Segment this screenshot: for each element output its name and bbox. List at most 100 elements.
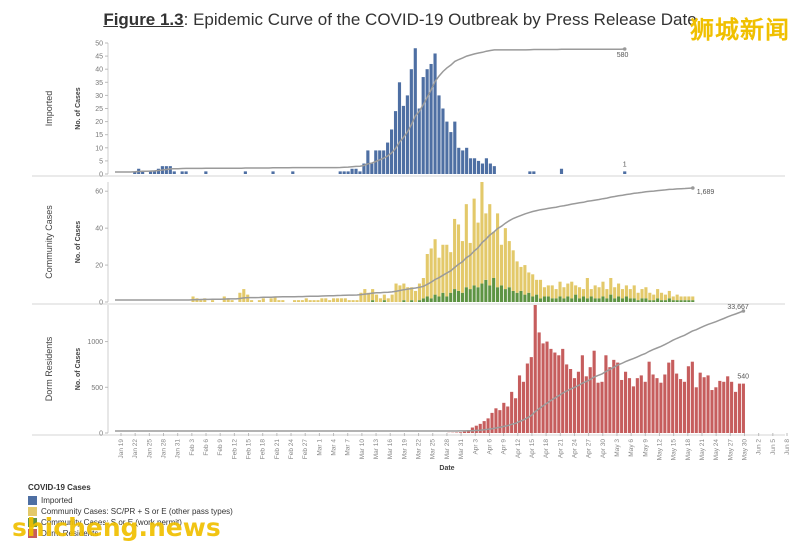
legend-swatch: [28, 518, 37, 527]
bar: [678, 379, 683, 433]
cumulative-total-label: 1,689: [697, 189, 715, 196]
x-tick-label: Mar 10: [359, 439, 366, 460]
bar: [141, 171, 145, 174]
bar: [304, 298, 308, 302]
bar: [488, 163, 492, 174]
bar: [358, 171, 362, 174]
bar: [226, 298, 230, 302]
bar: [519, 290, 523, 302]
bar: [690, 361, 694, 433]
bar: [503, 228, 507, 290]
bar: [726, 376, 730, 433]
bar: [363, 289, 367, 302]
bar: [390, 129, 394, 174]
bar: [449, 252, 453, 293]
bar: [683, 296, 687, 301]
bar: [741, 383, 745, 433]
bar: [546, 296, 550, 302]
y-tick-label: 20: [95, 119, 103, 126]
bar: [296, 300, 301, 302]
panel-community-cases: 0 20 40 60 Community Cases No. of Cases 1,689: [32, 182, 785, 307]
bar: [482, 421, 486, 433]
bar: [531, 274, 535, 297]
bar: [460, 241, 464, 293]
bar: [394, 283, 398, 302]
x-tick-label: Mar 25: [430, 439, 437, 460]
watermark: shicheng.news: [12, 513, 221, 542]
bar: [461, 150, 465, 174]
y-tick-label: 500: [91, 385, 103, 392]
y-tick-label: 45: [95, 54, 103, 61]
x-tick-label: May 12: [656, 439, 663, 461]
bar: [733, 391, 738, 433]
bar: [211, 300, 215, 302]
legend-label: Community Cases: S or E (work permit): [41, 518, 182, 527]
bar: [521, 381, 526, 433]
bar: [585, 298, 589, 302]
bar: [570, 298, 574, 302]
x-tick-label: Feb 18: [260, 439, 267, 460]
bar: [421, 77, 425, 174]
bar: [730, 381, 734, 433]
x-tick-label: Apr 15: [529, 439, 536, 459]
bar: [572, 378, 577, 433]
bar: [261, 298, 265, 302]
bar: [616, 362, 620, 433]
bar: [308, 300, 312, 302]
x-axis: Jan 19 Jan 22 Jan 25 Jan 28 Jan 31 Feb 3 Feb 6…: [118, 433, 791, 472]
panel-imported: 0 5 10 15 20 25 30 35 40 45 50 Imported No. of Cases…: [32, 41, 785, 179]
bar: [562, 287, 566, 299]
cumulative-line: [115, 187, 693, 301]
bar: [382, 150, 386, 174]
bar: [339, 298, 343, 302]
bar: [203, 298, 207, 302]
bar: [577, 287, 582, 299]
bar: [617, 296, 621, 302]
bar: [554, 289, 558, 299]
x-tick-label: Apr 27: [586, 439, 593, 459]
bar: [683, 300, 687, 302]
bar: [366, 150, 370, 174]
x-tick-label: Jan 19: [118, 439, 125, 459]
bar: [453, 121, 457, 174]
x-tick-label: Mar 13: [373, 439, 380, 460]
bar: [441, 244, 445, 293]
bar: [460, 292, 464, 302]
bar: [605, 298, 609, 302]
bar: [378, 298, 382, 302]
bar: [421, 298, 425, 302]
bar: [686, 366, 690, 433]
x-tick-label: Mar 1: [316, 439, 323, 456]
bar: [671, 296, 675, 301]
bar: [342, 171, 346, 174]
bar: [386, 298, 390, 302]
x-tick-label: May 15: [671, 439, 678, 461]
x-tick-label: Feb 27: [302, 439, 309, 460]
bar: [335, 298, 340, 302]
bar: [378, 150, 382, 174]
bar: [459, 432, 463, 433]
x-tick-label: Feb 24: [288, 439, 295, 460]
bar: [585, 278, 589, 299]
bar: [425, 296, 429, 302]
bar: [466, 430, 471, 433]
bar: [414, 290, 418, 302]
bar: [410, 300, 414, 302]
bar: [362, 163, 366, 174]
bar: [472, 158, 477, 174]
bar: [199, 300, 203, 302]
bar: [659, 382, 663, 433]
bar: [277, 300, 281, 302]
bar: [398, 285, 402, 302]
bar: [386, 142, 390, 174]
bar: [687, 296, 691, 301]
bar: [597, 287, 601, 299]
bar: [613, 287, 617, 299]
bar: [417, 300, 422, 302]
bar: [507, 241, 511, 288]
bar: [382, 294, 386, 301]
panel-label: Imported: [44, 91, 54, 127]
bar: [667, 290, 671, 299]
bar: [698, 372, 702, 433]
bar: [316, 300, 320, 302]
